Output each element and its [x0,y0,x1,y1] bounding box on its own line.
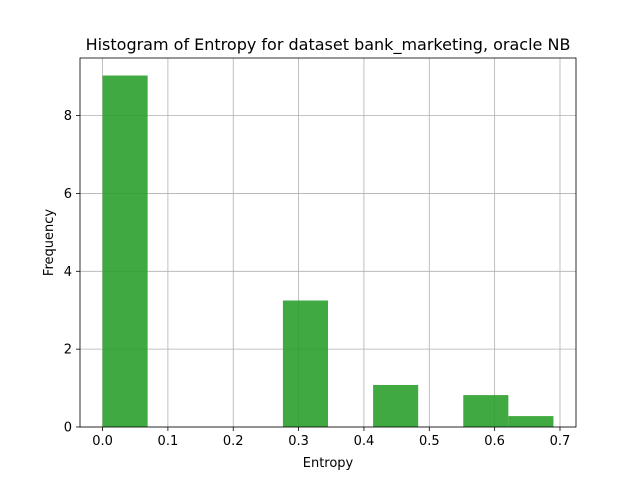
plot-frame [79,57,577,428]
x-tick-label: 0.7 [550,434,571,449]
histogram-bar [463,395,509,427]
y-tick-label: 0 [64,421,72,436]
x-tick-label: 0.5 [419,434,440,449]
x-tick-label: 0.2 [223,434,244,449]
x-tick-label: 0.1 [158,434,179,449]
x-tick-label: 0.6 [484,434,505,449]
ticks-layer: 0.0 0.1 0.2 0.3 0.4 0.5 0.6 0.7 0 2 4 6 8 [64,109,571,449]
x-tick-label: 0.3 [288,434,309,449]
histogram-bar [508,416,554,427]
x-tick-label: 0.4 [354,434,375,449]
y-tick-label: 8 [64,109,72,124]
y-tick-label: 2 [64,343,72,358]
histogram-bar [373,384,419,427]
y-axis-label: Frequency [42,209,57,276]
x-tick-label: 0.0 [92,434,113,449]
x-axis-label: Entropy [303,456,354,471]
bars-layer [102,75,554,428]
histogram-bar [282,300,328,427]
chart-title: Histogram of Entropy for dataset bank_ma… [86,35,571,55]
grid-layer [80,58,576,428]
histogram-bar [102,75,148,428]
y-tick-label: 4 [64,265,72,280]
y-tick-label: 6 [64,187,72,202]
